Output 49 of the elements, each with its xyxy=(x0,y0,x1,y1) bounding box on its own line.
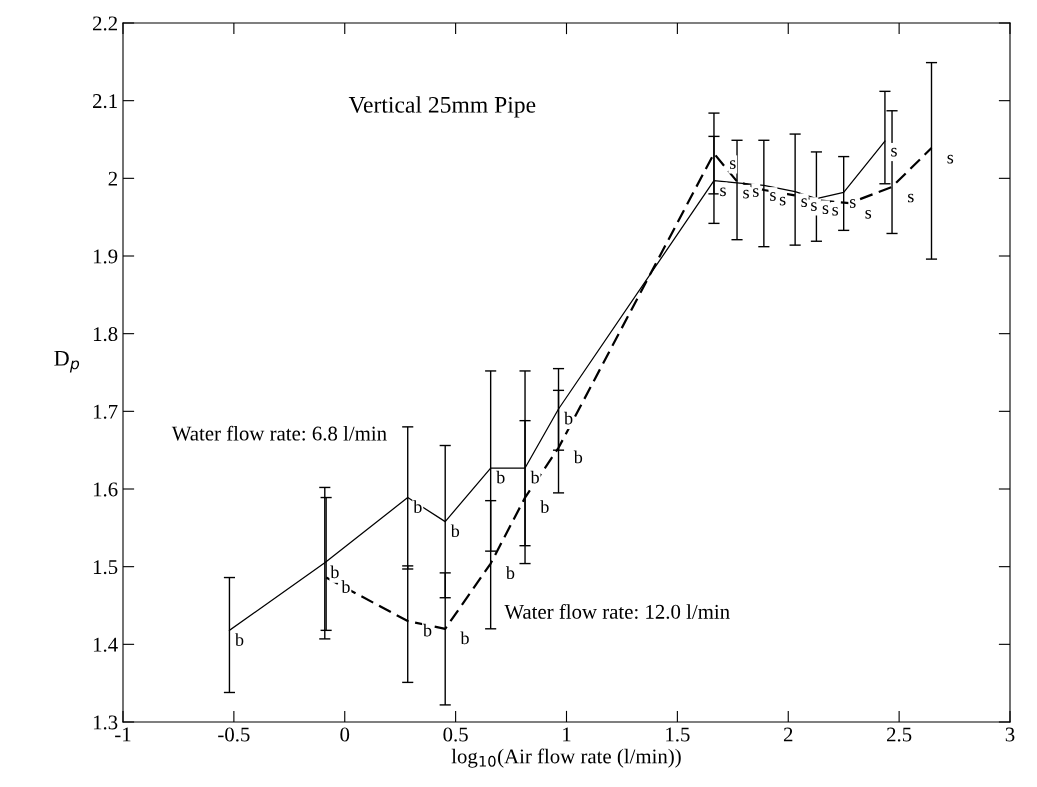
annotation: b xyxy=(540,500,549,514)
annotation: s xyxy=(811,202,817,211)
y-tick-label: 1.7 xyxy=(93,404,118,419)
x-tick-label: 0 xyxy=(340,727,350,742)
annotation: s xyxy=(770,192,776,201)
annotation: s xyxy=(779,196,786,206)
annotation: b xyxy=(496,470,505,484)
annotation: b xyxy=(530,470,539,484)
annotation: b xyxy=(505,566,515,580)
annotation: s xyxy=(865,209,872,219)
x-tick-label: -0.5 xyxy=(218,727,250,742)
y-tick-label: 1.4 xyxy=(93,637,118,652)
text: Water flow rate: 6.8 l/min xyxy=(171,425,387,441)
annotation: s xyxy=(822,205,829,215)
annotation: b xyxy=(413,500,422,514)
annotation: s xyxy=(908,193,914,203)
annotation: s xyxy=(891,147,897,157)
annotation: s xyxy=(832,206,839,216)
annotation: b xyxy=(460,631,469,645)
annotation: s xyxy=(801,198,808,208)
annotation: s xyxy=(947,154,954,164)
annotation: b xyxy=(423,623,432,637)
annotation: b xyxy=(564,411,573,425)
annotation: b xyxy=(450,524,460,538)
annotation: s xyxy=(729,160,736,169)
annotation: b xyxy=(341,580,350,594)
annotation: b xyxy=(235,633,244,646)
y-tick-label: 2 xyxy=(108,171,117,186)
y-tick-label: 1.5 xyxy=(93,560,118,575)
y-tick-label: 1.8 xyxy=(93,327,118,342)
x-tick-label: 2.5 xyxy=(887,727,912,742)
x-tick-label: 3 xyxy=(1005,727,1015,742)
series-label: Water flow rate: 12.0 l/min xyxy=(504,604,730,619)
x-axis-title: log$_{10}$(Air flow rate (l/min)) xyxy=(451,748,681,768)
y-tick-label: 1.6 xyxy=(93,482,118,497)
annotation: b xyxy=(330,565,339,579)
annotation: s xyxy=(743,189,749,199)
annotation: b xyxy=(573,450,583,464)
x-tick-label: 1.5 xyxy=(666,727,690,742)
annotation: s xyxy=(753,188,759,197)
y-tick-label: 1.9 xyxy=(93,249,118,264)
y-tick-label: 2.2 xyxy=(93,16,117,31)
text: Vertical 25mm Pipe xyxy=(348,96,536,118)
x-tick-label: 2 xyxy=(783,727,793,742)
y-axis-title: D$_{p}$ xyxy=(54,350,80,373)
y-tick-label: 2.1 xyxy=(93,94,117,109)
x-tick-label: 1 xyxy=(563,727,571,742)
x-tick-label: 0.5 xyxy=(443,727,468,742)
annotation: s xyxy=(720,187,726,197)
